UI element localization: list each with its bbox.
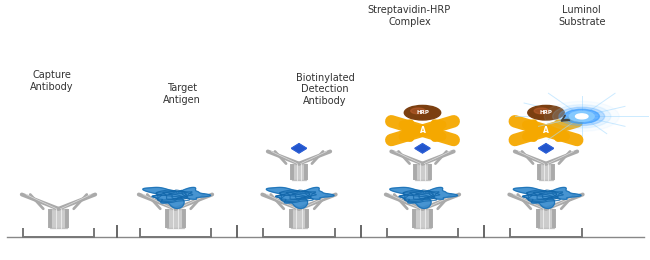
Circle shape: [544, 101, 619, 131]
Polygon shape: [143, 187, 211, 209]
Text: A: A: [543, 126, 549, 135]
Circle shape: [534, 108, 549, 114]
Text: A: A: [419, 126, 426, 135]
Polygon shape: [266, 187, 334, 209]
Circle shape: [569, 111, 594, 121]
Text: HRP: HRP: [540, 110, 552, 115]
Polygon shape: [514, 187, 581, 209]
Text: Biotinylated
Detection
Antibody: Biotinylated Detection Antibody: [296, 73, 354, 106]
Text: HRP: HRP: [416, 110, 429, 115]
Circle shape: [559, 107, 604, 126]
Circle shape: [575, 114, 588, 119]
Polygon shape: [415, 144, 430, 153]
Text: Capture
Antibody: Capture Antibody: [31, 70, 73, 92]
Polygon shape: [538, 144, 554, 153]
Circle shape: [411, 108, 425, 114]
Circle shape: [552, 105, 611, 128]
Text: Luminol
Substrate: Luminol Substrate: [558, 5, 606, 27]
Circle shape: [404, 105, 441, 120]
Circle shape: [528, 105, 564, 120]
Text: Streptavidin-HRP
Complex: Streptavidin-HRP Complex: [368, 5, 451, 27]
Text: Target
Antigen: Target Antigen: [163, 83, 201, 105]
Polygon shape: [390, 187, 458, 209]
Circle shape: [564, 109, 599, 124]
Polygon shape: [291, 144, 307, 153]
